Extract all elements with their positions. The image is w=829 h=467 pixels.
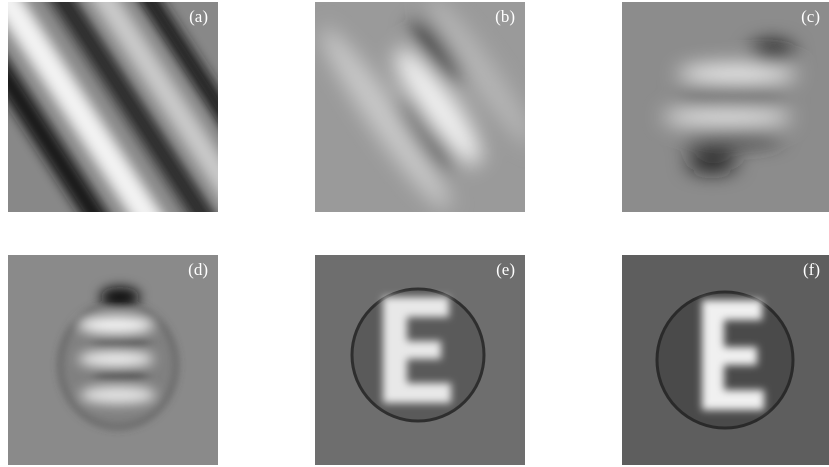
panel-label: (f) — [803, 260, 820, 279]
panel: (d) — [8, 255, 218, 465]
figure: (a) (b) (c) — [0, 0, 829, 467]
panel: (e) — [315, 255, 525, 465]
panel-label: (d) — [188, 260, 208, 279]
panel: (f) — [622, 255, 829, 465]
panel: (b) — [309, 0, 546, 218]
panel: (c) — [622, 2, 829, 212]
panel-label: (e) — [496, 260, 515, 279]
panel-label: (a) — [189, 7, 208, 26]
panel-label: (c) — [801, 7, 820, 26]
page: (a) (b) (c) — [0, 0, 829, 467]
panel-label: (b) — [495, 7, 515, 26]
